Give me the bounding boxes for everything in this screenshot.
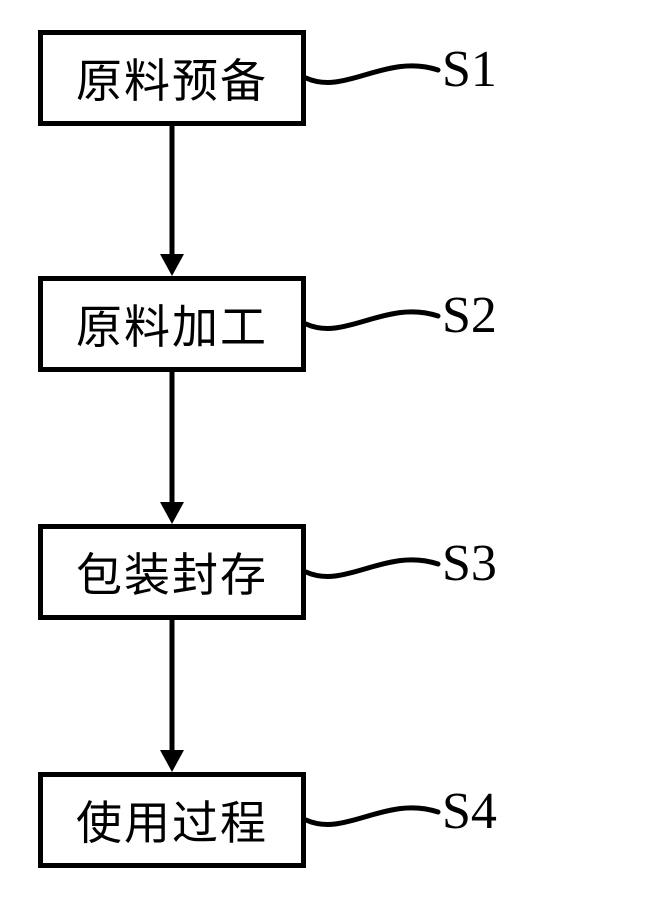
flow-node-s3: 包装封存 bbox=[38, 524, 306, 620]
step-label-s4: S4 bbox=[442, 782, 497, 841]
flow-node-s2: 原料加工 bbox=[38, 276, 306, 372]
step-label-s2: S2 bbox=[442, 286, 497, 345]
flow-node-s1-text: 原料预备 bbox=[76, 45, 268, 111]
step-label-s1: S1 bbox=[442, 40, 497, 99]
flow-node-s1: 原料预备 bbox=[38, 30, 306, 126]
flow-node-s4-text: 使用过程 bbox=[76, 787, 268, 853]
flow-node-s2-text: 原料加工 bbox=[76, 291, 268, 357]
flow-node-s4: 使用过程 bbox=[38, 772, 306, 868]
step-label-s3: S3 bbox=[442, 534, 497, 593]
flowchart-canvas: 原料预备 原料加工 包装封存 使用过程 S1 S2 S3 S4 bbox=[0, 0, 653, 913]
flow-node-s3-text: 包装封存 bbox=[76, 539, 268, 605]
